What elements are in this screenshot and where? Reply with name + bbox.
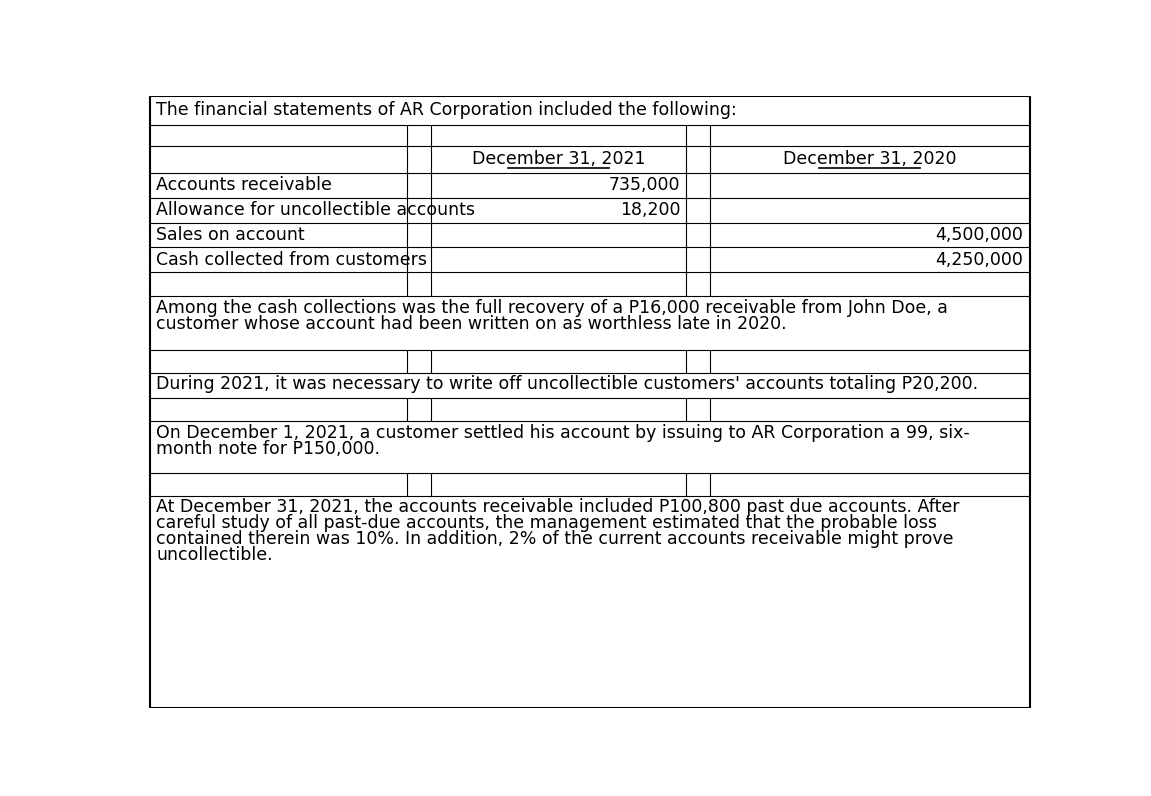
Text: Cash collected from customers: Cash collected from customers [157,251,427,268]
Text: month note for P150,000.: month note for P150,000. [157,439,380,458]
Text: Among the cash collections was the full recovery of a P16,000 receivable from Jo: Among the cash collections was the full … [157,299,948,317]
Text: 18,200: 18,200 [619,201,680,219]
Text: Allowance for uncollectible accounts: Allowance for uncollectible accounts [157,201,475,219]
Text: 735,000: 735,000 [609,176,680,194]
Text: customer whose account had been written on as worthless late in 2020.: customer whose account had been written … [157,315,787,333]
Text: At December 31, 2021, the accounts receivable included P100,800 past due account: At December 31, 2021, the accounts recei… [157,498,960,517]
Text: December 31, 2020: December 31, 2020 [783,150,956,168]
Text: Sales on account: Sales on account [157,226,305,244]
Text: On December 1, 2021, a customer settled his account by issuing to AR Corporation: On December 1, 2021, a customer settled … [157,423,970,442]
Text: Accounts receivable: Accounts receivable [157,176,333,194]
Text: uncollectible.: uncollectible. [157,546,273,564]
Text: December 31, 2021: December 31, 2021 [472,150,646,168]
Text: The financial statements of AR Corporation included the following:: The financial statements of AR Corporati… [157,101,737,119]
Text: 4,250,000: 4,250,000 [936,251,1023,268]
Text: contained therein was 10%. In addition, 2% of the current accounts receivable mi: contained therein was 10%. In addition, … [157,530,954,548]
Text: During 2021, it was necessary to write off uncollectible customers' accounts tot: During 2021, it was necessary to write o… [157,375,978,393]
Text: 4,500,000: 4,500,000 [936,226,1023,244]
Text: careful study of all past-due accounts, the management estimated that the probab: careful study of all past-due accounts, … [157,514,937,533]
